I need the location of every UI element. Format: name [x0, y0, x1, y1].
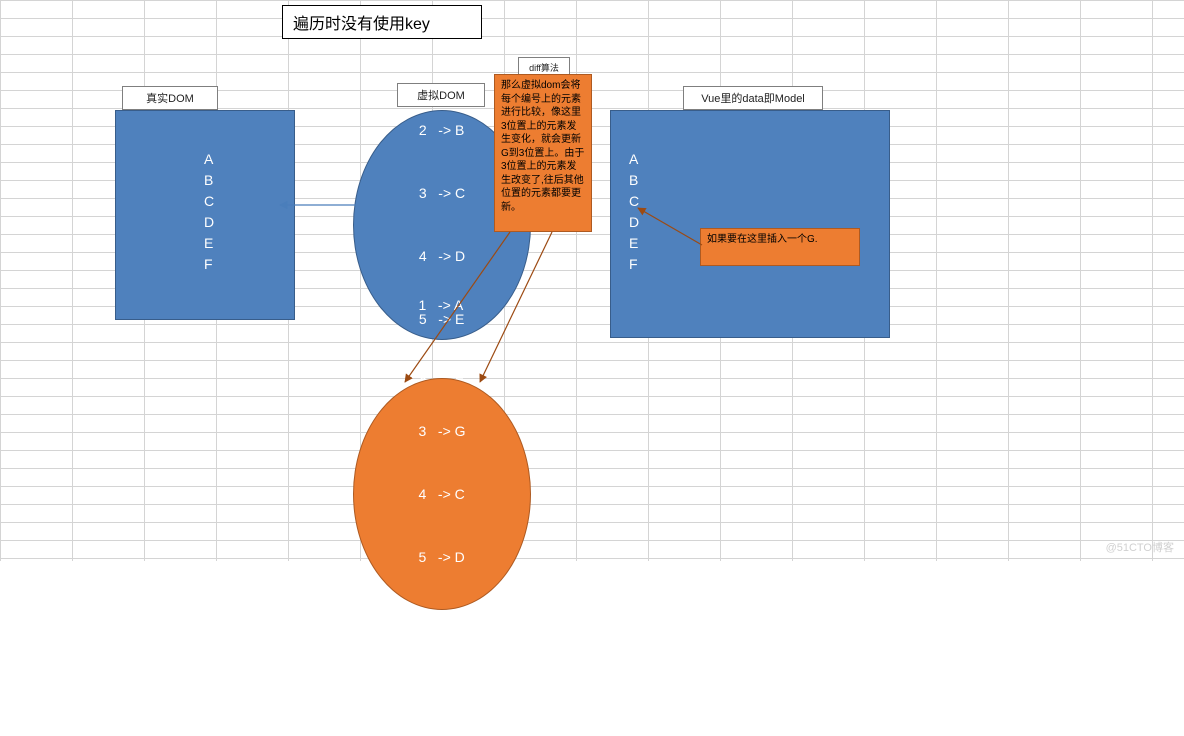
- label-vue-data: Vue里的data即Model: [683, 86, 823, 110]
- updated-vdom-ellipse: 1 -> A 2 -> B 3 -> G 4 -> C 5 -> D 6 -> …: [353, 378, 531, 610]
- vdom-line: 1 -> A: [419, 57, 465, 78]
- real-dom-box: A B C D E F: [115, 110, 295, 320]
- real-dom-line: A: [204, 149, 294, 170]
- real-dom-line: B: [204, 170, 294, 191]
- real-dom-line: E: [204, 233, 294, 254]
- vue-data-line: B: [629, 170, 889, 191]
- title-text: 遍历时没有使用key: [293, 16, 430, 33]
- vdom-line: 3 -> C: [419, 183, 465, 204]
- updated-line: 6 -> E: [418, 610, 465, 631]
- vue-data-box: A B C D E F: [610, 110, 890, 338]
- insert-note: 如果要在这里插入一个G.: [700, 228, 860, 266]
- vue-data-line: A: [629, 149, 889, 170]
- diff-note: 那么虚拟dom会将每个编号上的元素进行比较，像这里3位置上的元素发生变化，就会更…: [494, 74, 592, 232]
- vdom-line: 2 -> B: [419, 120, 465, 141]
- updated-line: 5 -> D: [418, 547, 465, 568]
- label-real-dom: 真实DOM: [122, 86, 218, 110]
- real-dom-line: D: [204, 212, 294, 233]
- watermark: @51CTO博客: [1106, 539, 1174, 555]
- updated-line: 4 -> C: [418, 484, 465, 505]
- updated-line: 3 -> G: [418, 421, 465, 442]
- real-dom-line: F: [204, 254, 294, 275]
- real-dom-line: C: [204, 191, 294, 212]
- vue-data-line: C: [629, 191, 889, 212]
- updated-line: 7 -> F: [418, 673, 465, 694]
- updated-line: 1 -> A: [418, 295, 465, 316]
- updated-line: 2 -> B: [418, 358, 465, 379]
